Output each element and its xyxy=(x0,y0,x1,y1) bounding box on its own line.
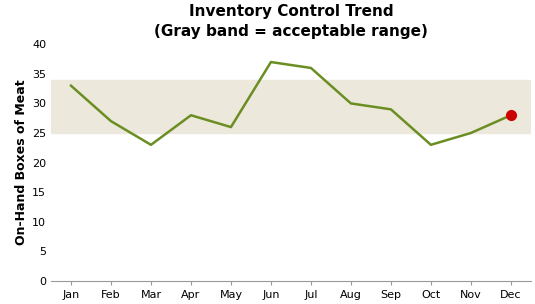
Title: Inventory Control Trend
(Gray band = acceptable range): Inventory Control Trend (Gray band = acc… xyxy=(154,4,428,39)
Y-axis label: On-Hand Boxes of Meat: On-Hand Boxes of Meat xyxy=(15,80,28,245)
Bar xyxy=(51,80,531,133)
